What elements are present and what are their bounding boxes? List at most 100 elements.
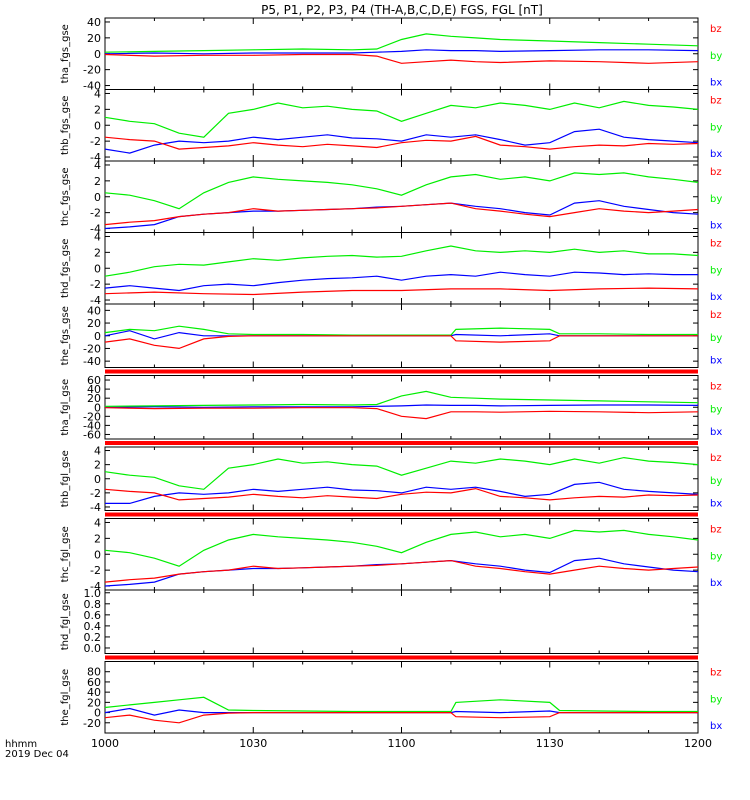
legend-bx: bx: [710, 292, 722, 303]
y-tick-label: 2: [94, 459, 101, 472]
y-tick-label: 0.4: [84, 620, 102, 633]
y-tick-label: 0.0: [84, 642, 102, 655]
y-tick-label: -2: [90, 207, 101, 220]
y-tick-label: 0.6: [84, 609, 102, 622]
series-line-bz: [104, 407, 699, 420]
legend-bz: bz: [710, 668, 722, 679]
x-axis-date: 2019 Dec 04: [5, 749, 69, 760]
legend-by: by: [710, 51, 722, 62]
legend-bx: bx: [710, 721, 722, 732]
legend-by: by: [710, 404, 722, 415]
y-tick-label: 0: [94, 330, 101, 343]
x-tick-label: 1000: [91, 737, 119, 750]
y-axis-label: tha_fgs_gse: [60, 24, 71, 83]
y-tick-label: -60: [83, 428, 101, 441]
y-axis-label: thd_fgl_gse: [60, 593, 71, 650]
chart-title: P5, P1, P2, P3, P4 (TH-A,B,C,D,E) FGS, F…: [261, 3, 543, 17]
panel: 1.00.80.60.40.20.0 thd_fgl_gse: [60, 587, 699, 660]
y-tick-label: 0.2: [84, 631, 102, 644]
y-tick-label: -4: [90, 151, 101, 164]
y-tick-label: 0: [94, 473, 101, 486]
y-tick-label: -4: [90, 580, 101, 593]
x-axis: 1000 1030 1100 1130 1200: [91, 737, 712, 750]
panel-frame: [104, 446, 699, 511]
series-line-bx: [104, 404, 699, 408]
y-tick-label: 0: [94, 191, 101, 204]
panel-frame: [104, 89, 699, 162]
series-line-by: [104, 456, 699, 490]
y-tick-label: 4: [94, 159, 101, 172]
series-line-bx: [104, 49, 699, 55]
y-tick-label: -20: [83, 410, 101, 423]
y-tick-label: 40: [87, 304, 101, 317]
y-tick-label: 0: [94, 119, 101, 132]
series-line-bz: [104, 53, 699, 64]
y-tick-label: 0: [94, 262, 101, 275]
panel: 4 2 0 -2 -4 thc_fgs_gse bz by bx: [60, 159, 722, 236]
y-tick-label: -2: [90, 564, 101, 577]
x-tick-label: 1200: [684, 737, 712, 750]
series-line-by: [104, 33, 699, 53]
series-line-by: [104, 100, 699, 138]
legend-bz: bz: [710, 310, 722, 321]
y-tick-label: -40: [83, 355, 101, 368]
series-line-bz: [104, 135, 699, 150]
series-line-bz: [104, 335, 698, 350]
y-tick-label: 20: [87, 392, 101, 405]
legend-bx: bx: [710, 149, 722, 160]
y-tick-label: -4: [90, 223, 101, 236]
y-tick-label: -4: [90, 501, 101, 514]
y-tick-label: 0: [94, 48, 101, 61]
legend-bx: bx: [710, 356, 722, 367]
x-tick-label: 1100: [388, 737, 416, 750]
y-axis-label: thb_fgl_gse: [60, 450, 71, 507]
y-tick-label: -20: [83, 64, 101, 77]
y-tick-label: 0: [94, 401, 101, 414]
y-axis-label: the_fgl_gse: [60, 669, 71, 726]
y-axis-label: thd_fgs_gse: [60, 239, 71, 298]
y-tick-label: 80: [87, 666, 101, 679]
legend-bz: bz: [710, 453, 722, 464]
y-tick-label: 20: [87, 32, 101, 45]
series-line-bx: [104, 271, 698, 292]
legend-bx: bx: [710, 78, 722, 89]
panel: 4 2 0 -2 -4 thd_fgs_gse bz by bx: [60, 230, 722, 307]
series-line-bz: [104, 487, 699, 501]
legend-bz: bz: [710, 96, 722, 107]
panel: 4 2 0 -2 -4 thc_fgl_gse bz by bx: [60, 516, 722, 593]
panel-frame: [104, 661, 699, 734]
flag-bar: [105, 512, 698, 517]
legend-bz: bz: [710, 167, 722, 178]
series-line-bx: [104, 128, 699, 154]
y-axis-label: the_fgs_gse: [60, 306, 71, 365]
y-tick-label: 0: [94, 548, 101, 561]
y-tick-label: 1.0: [84, 587, 102, 600]
legend-by: by: [710, 194, 722, 205]
legend-bx: bx: [710, 499, 722, 510]
y-tick-label: 60: [87, 676, 101, 689]
y-tick-label: 2: [94, 246, 101, 259]
y-tick-label: -20: [83, 342, 101, 355]
panel-frame: [104, 518, 699, 591]
y-axis-label: tha_fgl_gse: [60, 379, 71, 436]
x-axis-label: hhmm: [5, 739, 37, 750]
y-tick-label: 4: [94, 516, 101, 529]
series-line-bz: [104, 711, 698, 724]
legend-by: by: [710, 694, 722, 705]
legend-bz: bz: [710, 24, 722, 35]
series-line-by: [104, 172, 699, 210]
y-tick-label: 20: [87, 317, 101, 330]
x-tick-label: 1030: [239, 737, 267, 750]
legend-by: by: [710, 333, 722, 344]
series-line-bz: [104, 202, 699, 226]
legend-by: by: [710, 476, 722, 487]
series-line-bz: [104, 559, 699, 583]
series-line-by: [104, 245, 699, 277]
legend-by: by: [710, 551, 722, 562]
y-tick-label: -40: [83, 80, 101, 93]
flag-bar: [105, 369, 698, 374]
series-line-by: [104, 696, 698, 713]
legend-bz: bz: [710, 382, 722, 393]
y-tick-label: 40: [87, 383, 101, 396]
